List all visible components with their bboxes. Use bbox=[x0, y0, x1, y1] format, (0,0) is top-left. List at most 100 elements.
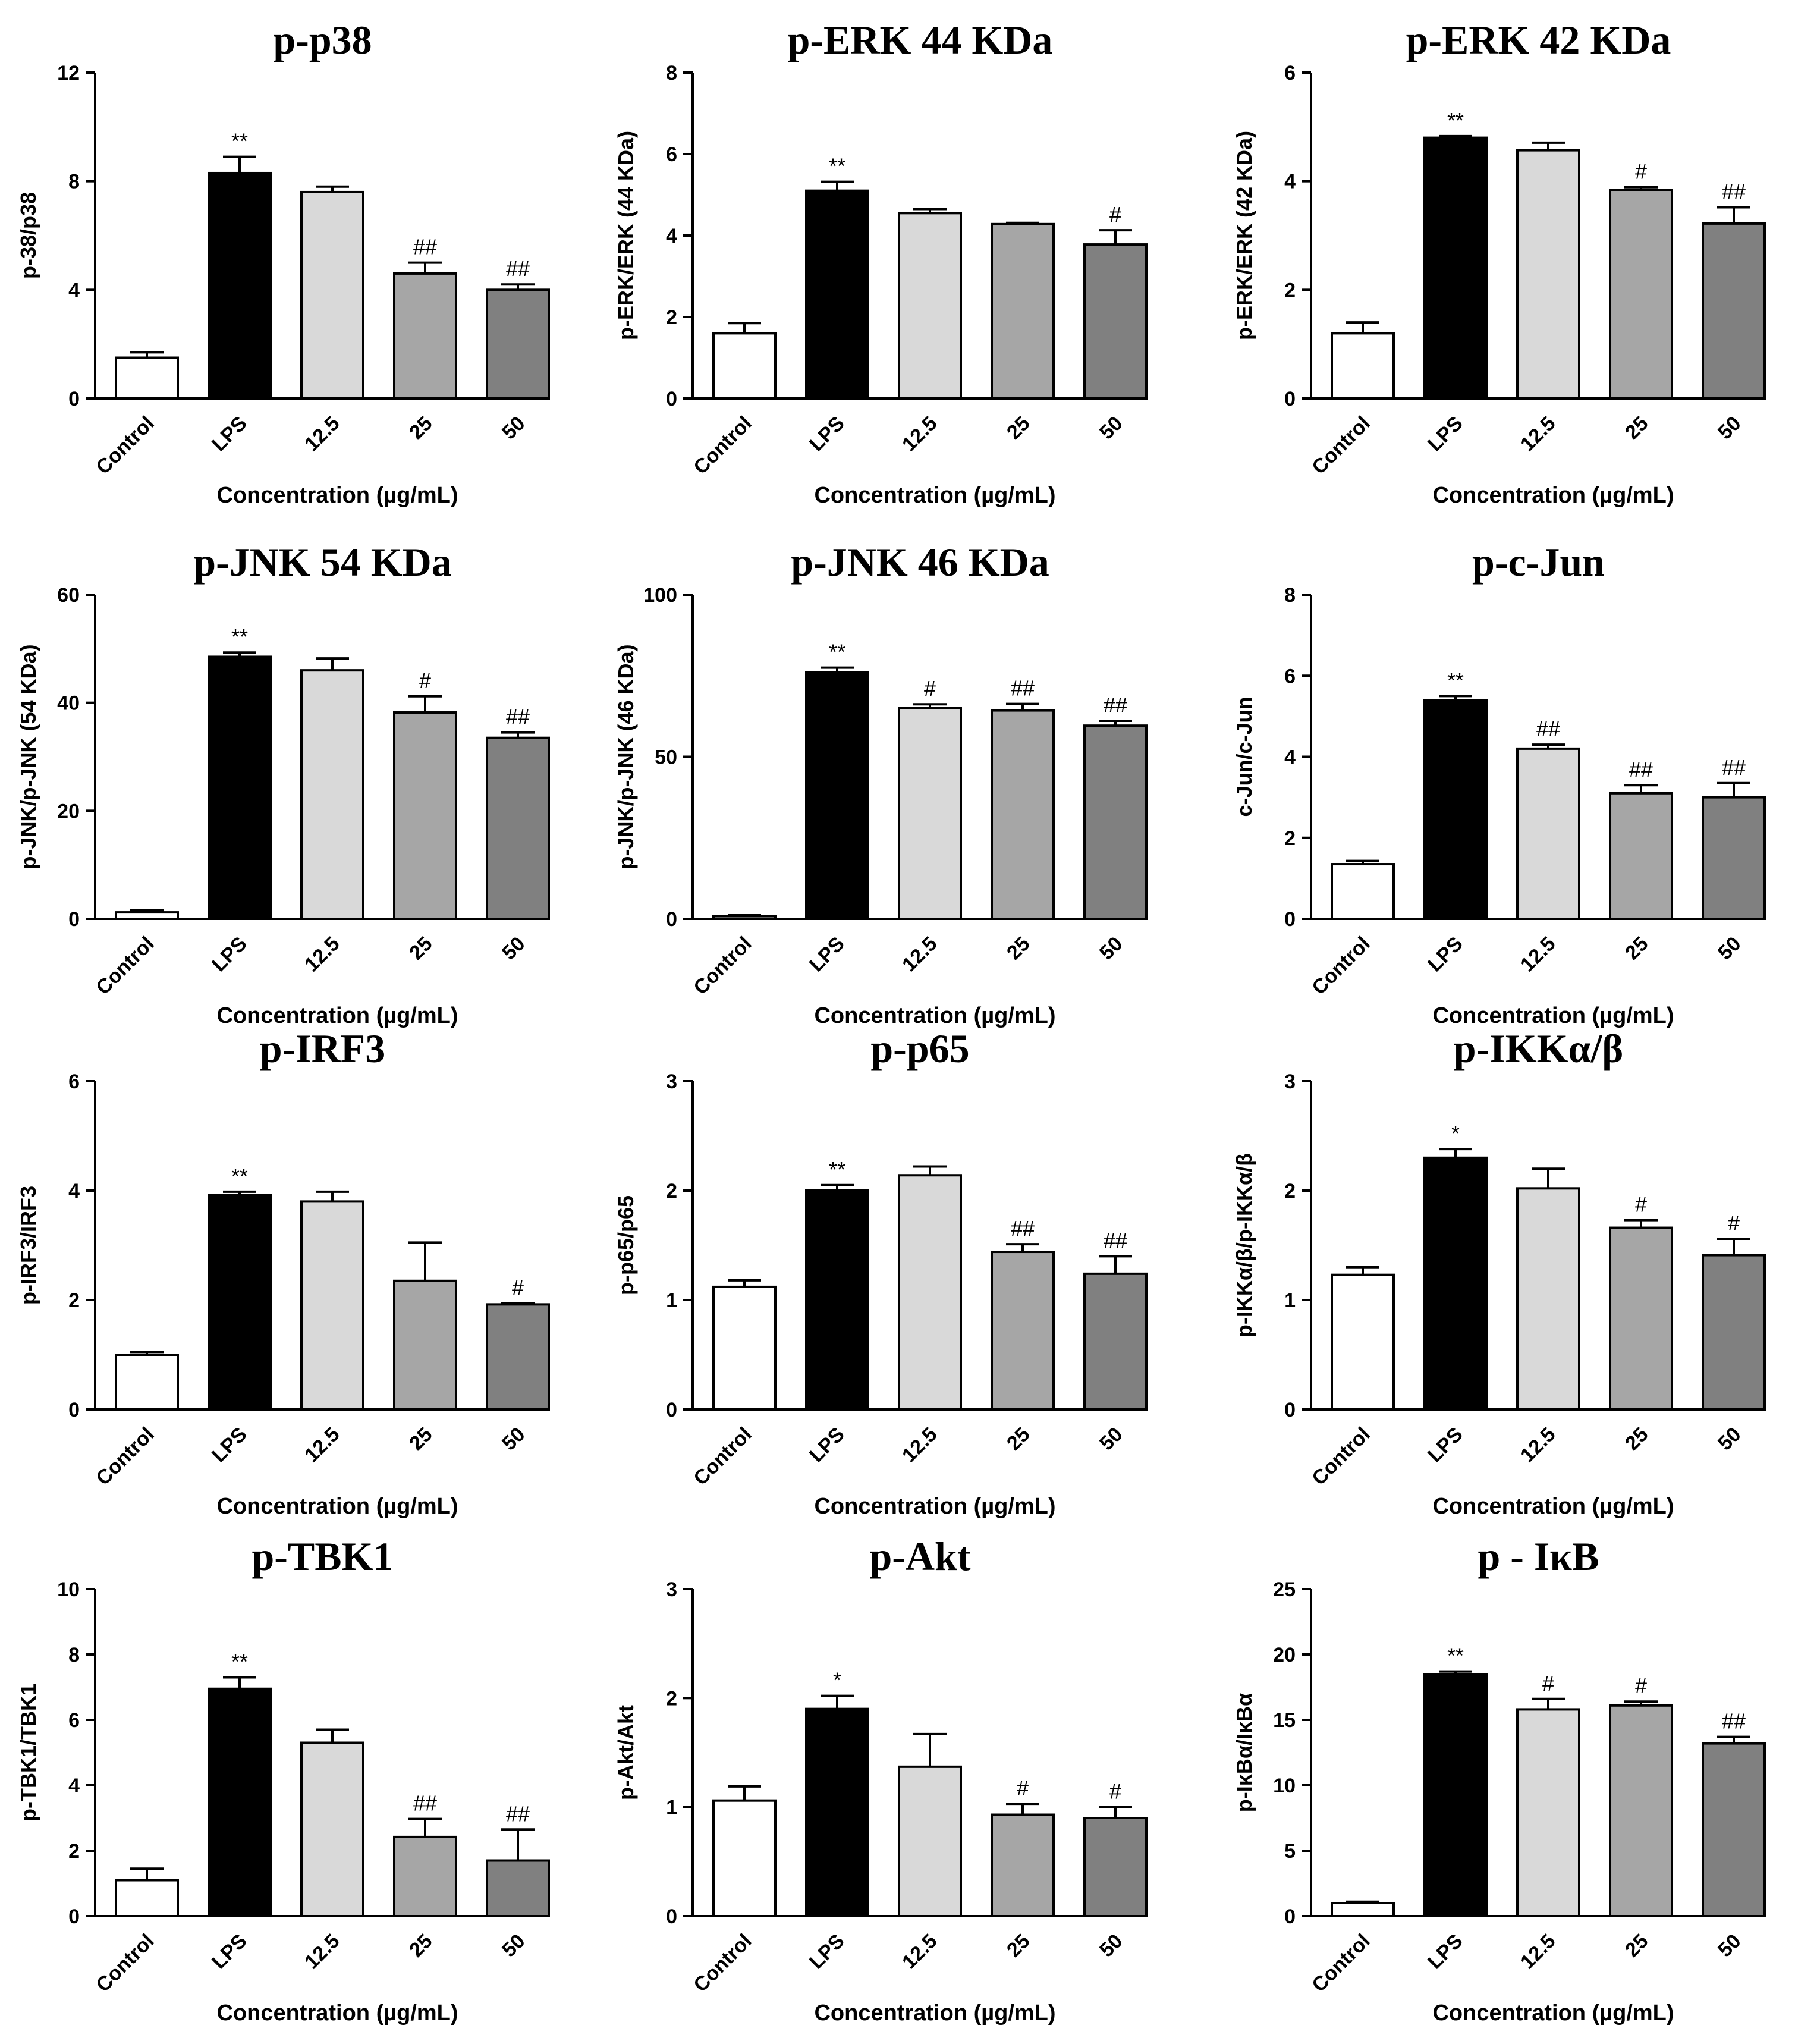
significance-label: ** bbox=[1447, 108, 1464, 133]
x-category-label: Control bbox=[1307, 932, 1374, 999]
y-tick-label: 4 bbox=[666, 225, 677, 247]
y-axis-label: p-IRF3/IRF3 bbox=[16, 1186, 40, 1305]
bar-lps bbox=[1423, 699, 1488, 920]
chart-panel-1: p-p38 0 4 8 12 p-38/p38 Control ** LPS 12.5 ## 25 ##… bbox=[16, 17, 550, 508]
x-axis-label: Concentration (µg/mL) bbox=[216, 2001, 458, 2026]
significance-label: ## bbox=[506, 256, 530, 281]
y-tick-label: 4 bbox=[68, 279, 80, 302]
x-category-label: 25 bbox=[1621, 1423, 1653, 1455]
x-axis-label: Concentration (µg/mL) bbox=[216, 1003, 458, 1028]
y-axis-label: p-JNK/p-JNK (46 KDa) bbox=[614, 644, 638, 869]
chart-title: p-ERK 44 KDa bbox=[788, 17, 1053, 62]
bar-25 bbox=[1609, 189, 1673, 400]
bar-50 bbox=[486, 1303, 550, 1411]
y-tick-label: 8 bbox=[666, 62, 677, 84]
y-tick-label: 8 bbox=[68, 1644, 80, 1666]
x-category-label: 50 bbox=[1714, 1930, 1746, 1962]
y-tick-label: 2 bbox=[68, 1289, 80, 1312]
x-category-label: Control bbox=[92, 412, 158, 479]
y-tick-label: 0 bbox=[1284, 1905, 1296, 1928]
significance-label: # bbox=[1635, 1673, 1647, 1698]
x-category-label: 50 bbox=[1714, 1423, 1746, 1455]
x-category-label: LPS bbox=[208, 1423, 252, 1467]
significance-label: ** bbox=[231, 129, 248, 153]
x-category-label: LPS bbox=[208, 932, 252, 977]
x-category-label: Control bbox=[92, 932, 158, 999]
y-tick-label: 4 bbox=[68, 1775, 80, 1797]
x-category-label: LPS bbox=[805, 932, 849, 977]
x-axis-label: Concentration (µg/mL) bbox=[814, 1003, 1055, 1028]
x-category-label: 50 bbox=[1714, 412, 1746, 444]
x-category-label: 50 bbox=[498, 1423, 530, 1455]
x-category-label: 50 bbox=[498, 932, 530, 965]
x-category-label: 12.5 bbox=[300, 1930, 344, 1974]
y-tick-label: 20 bbox=[1273, 1644, 1296, 1666]
significance-label: # bbox=[512, 1276, 524, 1300]
y-tick-label: 4 bbox=[1284, 746, 1296, 769]
bar-12-5 bbox=[300, 190, 364, 400]
bar-12-5 bbox=[1516, 747, 1580, 920]
significance-label: ** bbox=[1447, 1644, 1464, 1668]
x-category-label: Control bbox=[689, 1423, 756, 1490]
chart-title: p - IκB bbox=[1478, 1534, 1599, 1579]
chart-panel-3: p-ERK 42 KDa 0 2 4 6 p-ERK/ERK (42 KDa) Contro… bbox=[1232, 17, 1766, 508]
significance-label: ## bbox=[1011, 676, 1035, 701]
x-axis-label: Concentration (µg/mL) bbox=[814, 2001, 1055, 2026]
bar-50 bbox=[1083, 1817, 1148, 1917]
x-category-label: 25 bbox=[405, 412, 437, 444]
x-category-label: LPS bbox=[805, 412, 849, 456]
chart-title: p-ERK 42 KDa bbox=[1406, 17, 1671, 62]
x-category-label: 25 bbox=[1621, 932, 1653, 965]
x-category-label: 12.5 bbox=[1516, 412, 1560, 456]
y-tick-label: 2 bbox=[1284, 827, 1296, 850]
y-tick-label: 6 bbox=[68, 1070, 80, 1093]
significance-label: ** bbox=[1447, 668, 1464, 692]
y-tick-label: 0 bbox=[68, 388, 80, 410]
bar-lps bbox=[805, 189, 869, 400]
x-category-label: 50 bbox=[498, 412, 530, 444]
significance-label: # bbox=[1017, 1776, 1029, 1800]
bar-50 bbox=[1702, 796, 1766, 920]
significance-label: ** bbox=[829, 640, 845, 664]
x-category-label: 50 bbox=[1095, 1930, 1127, 1962]
chart-panel-8: p-p65 0 1 2 3 p-p65/p65 Control ** LPS 12.5 ## 25 ##… bbox=[614, 1026, 1148, 1519]
x-category-label: 50 bbox=[1095, 1423, 1127, 1455]
y-tick-label: 2 bbox=[68, 1840, 80, 1863]
x-category-label: Control bbox=[1307, 412, 1374, 479]
bar-25 bbox=[393, 1279, 457, 1411]
bar-control bbox=[1331, 1273, 1395, 1411]
bar-12-5 bbox=[300, 669, 364, 920]
y-axis-label: p-IKKα/β/p-IKKα/β bbox=[1232, 1153, 1256, 1337]
x-axis-label: Concentration (µg/mL) bbox=[1432, 1003, 1674, 1028]
y-tick-label: 3 bbox=[666, 1070, 677, 1093]
bar-25 bbox=[991, 1813, 1055, 1917]
x-category-label: 12.5 bbox=[1516, 1930, 1560, 1974]
bar-25 bbox=[991, 222, 1055, 400]
significance-label: ** bbox=[829, 1157, 845, 1182]
y-axis-label: p-p65/p65 bbox=[614, 1195, 638, 1295]
x-axis-label: Concentration (µg/mL) bbox=[1432, 2001, 1674, 2026]
y-tick-label: 2 bbox=[666, 1687, 677, 1710]
bar-25 bbox=[1609, 1704, 1673, 1918]
y-tick-label: 25 bbox=[1273, 1578, 1296, 1601]
bar-control bbox=[115, 1354, 179, 1411]
bar-12-5 bbox=[1516, 1708, 1580, 1917]
bar-25 bbox=[991, 709, 1055, 920]
significance-label: ## bbox=[506, 1801, 530, 1826]
y-tick-label: 8 bbox=[68, 171, 80, 193]
chart-title: p-JNK 46 KDa bbox=[791, 539, 1049, 585]
bar-lps bbox=[805, 1189, 869, 1411]
y-tick-label: 3 bbox=[1284, 1070, 1296, 1093]
chart-panel-5: p-JNK 46 KDa 0 50 100 p-JNK/p-JNK (46 KDa) Co… bbox=[614, 539, 1148, 1028]
y-tick-label: 100 bbox=[643, 584, 677, 607]
x-category-label: 25 bbox=[1621, 1930, 1653, 1962]
y-tick-label: 0 bbox=[666, 388, 677, 410]
y-axis-label: p-38/p38 bbox=[16, 192, 40, 279]
x-axis-label: Concentration (µg/mL) bbox=[1432, 1494, 1674, 1519]
bar-control bbox=[115, 1879, 179, 1917]
x-category-label: 12.5 bbox=[1516, 1423, 1560, 1467]
y-tick-label: 60 bbox=[57, 584, 80, 607]
x-category-label: 25 bbox=[1002, 1930, 1035, 1962]
y-axis-label: p-JNK/p-JNK (54 KDa) bbox=[16, 644, 40, 869]
y-tick-label: 0 bbox=[666, 1905, 677, 1928]
